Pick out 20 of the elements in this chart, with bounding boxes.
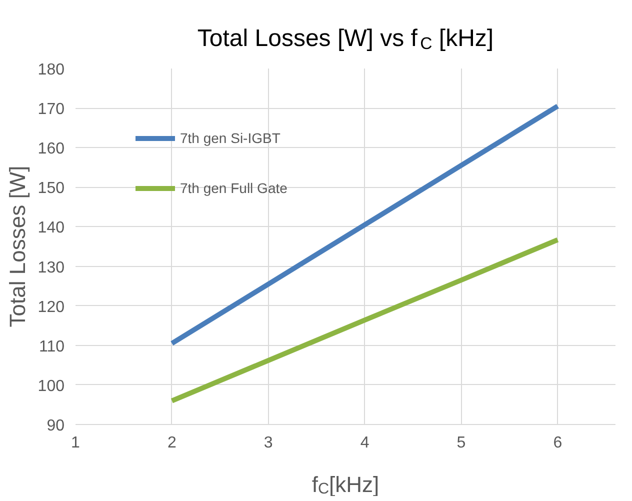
- x-tick-label: 4: [360, 434, 370, 452]
- x-tick-label: 3: [264, 434, 273, 452]
- y-tick-label: 150: [38, 180, 65, 198]
- y-axis-title: Total Losses [W]: [4, 166, 30, 328]
- chart-title: Total Losses [W] vs fC [kHz]: [197, 25, 494, 53]
- x-tick-label: 5: [456, 434, 466, 452]
- y-tick-label: 110: [38, 338, 65, 356]
- x-tick-label: 6: [553, 434, 562, 452]
- y-tick-label: 140: [38, 220, 65, 237]
- legend-label: 7th gen Full Gate: [180, 180, 288, 196]
- legend-label: 7th gen Si-IGBT: [180, 130, 280, 146]
- y-tick-label: 160: [38, 140, 65, 158]
- y-tick-label: 180: [38, 62, 65, 78]
- y-tick-label: 120: [38, 298, 65, 316]
- y-tick-label: 170: [38, 101, 65, 118]
- y-tick-label: 130: [38, 259, 65, 276]
- x-tick-label: 1: [71, 434, 80, 452]
- x-tick-label: 2: [167, 434, 176, 452]
- y-tick-label: 100: [38, 378, 65, 395]
- y-tick-label: 90: [46, 418, 65, 434]
